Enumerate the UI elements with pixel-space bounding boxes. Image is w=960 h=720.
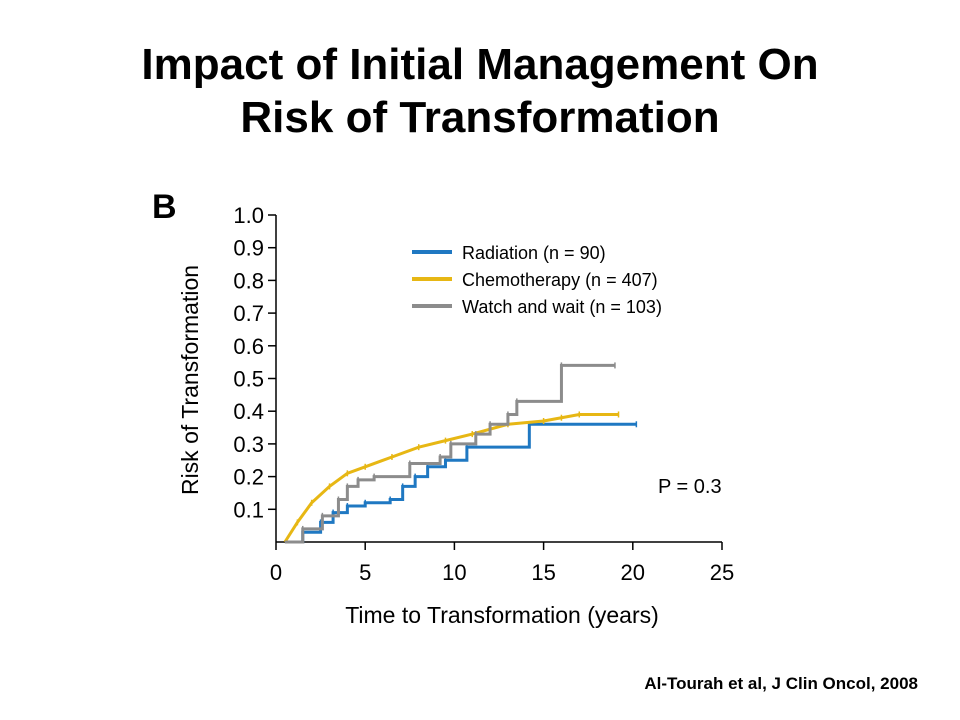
series-line: [283, 412, 619, 543]
y-tick-label: 0.6: [233, 334, 264, 359]
x-tick-label: 15: [531, 560, 555, 585]
title-line-1: Impact of Initial Management On: [141, 40, 819, 89]
x-tick-label: 10: [442, 560, 466, 585]
chart-legend: Radiation (n = 90) Chemotherapy (n = 407)…: [412, 243, 662, 317]
p-value-annotation: P = 0.3: [658, 476, 722, 498]
citation: Al-Tourah et al, J Clin Oncol, 2008: [644, 674, 918, 693]
y-tick-label: 0.8: [233, 268, 264, 293]
y-tick-label: 0.4: [233, 399, 264, 424]
title-line-2: Risk of Transformation: [240, 93, 720, 142]
series-2: [284, 362, 616, 544]
y-tick-label: 0.3: [233, 432, 264, 457]
x-tick-label: 0: [270, 560, 282, 585]
chart-axes: 0.1 0.2 0.3 0.4 0.5 0.6 0.7 0.8 0.9 1.0 0 5 10 15 20 25: [233, 203, 734, 585]
slide-title: Impact of Initial Management On Risk of …: [0, 38, 960, 144]
y-tick-label: 0.1: [233, 497, 264, 522]
series-layer: [283, 362, 638, 544]
y-tick-label: 0.7: [233, 301, 264, 326]
series-line: [284, 422, 637, 544]
y-tick-label: 1.0: [233, 203, 264, 228]
x-tick-label: 25: [710, 560, 734, 585]
legend-label: Chemotherapy (n = 407): [462, 270, 658, 290]
series-line: [284, 363, 615, 544]
x-tick-label: 5: [359, 560, 371, 585]
y-tick-label: 0.5: [233, 367, 264, 392]
y-axis-label: Risk of Transformation: [177, 265, 203, 495]
panel-label: B: [152, 188, 177, 226]
x-tick-label: 20: [621, 560, 645, 585]
y-tick-label: 0.9: [233, 236, 264, 261]
x-axis-label: Time to Transformation (years): [345, 602, 659, 628]
y-tick-label: 0.2: [233, 465, 264, 490]
series-1: [283, 411, 620, 543]
legend-label: Radiation (n = 90): [462, 243, 606, 263]
legend-label: Watch and wait (n = 103): [462, 297, 662, 317]
